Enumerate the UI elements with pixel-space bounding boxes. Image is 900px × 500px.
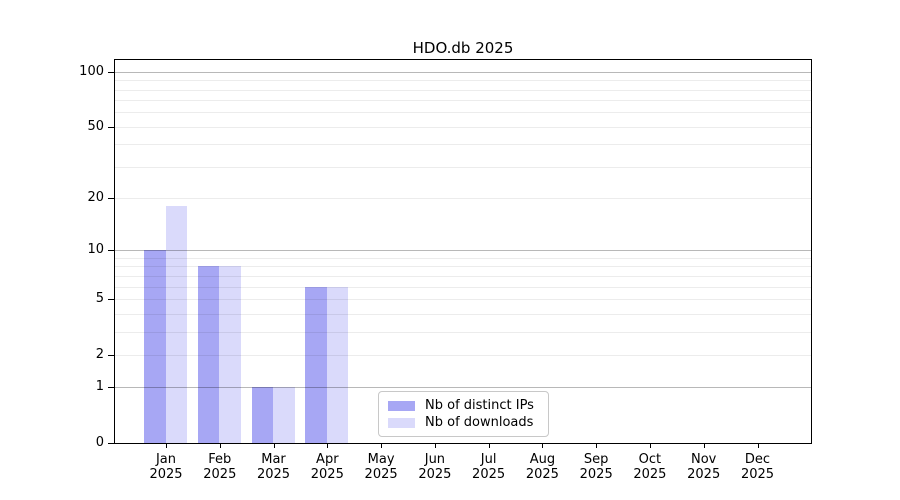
legend-label-downloads: Nb of downloads — [425, 414, 534, 430]
plot-area — [114, 59, 812, 444]
x-tick-label-jan: Jan 2025 — [149, 452, 183, 482]
y-tick-label-1: 1 — [95, 379, 104, 395]
y-tick-label-100: 100 — [79, 63, 104, 79]
x-tick-sep — [596, 444, 598, 448]
gridline-y-2 — [115, 354, 811, 356]
bar-feb-downloads — [219, 266, 241, 443]
bar-apr-downloads — [326, 286, 349, 443]
x-tick-label-feb: Feb 2025 — [203, 452, 237, 482]
bar-mar-distinct-ips — [251, 387, 273, 443]
x-tick-label-oct: Oct 2025 — [633, 452, 667, 482]
gridline-y-9 — [115, 257, 811, 259]
gridline-y-10 — [115, 250, 811, 252]
legend-swatch-distinct-ips-icon — [388, 400, 415, 411]
bar-jan-downloads — [165, 206, 187, 443]
x-tick-label-nov: Nov 2025 — [687, 452, 721, 482]
y-tick-label-5: 5 — [95, 290, 104, 306]
y-tick-label-10: 10 — [87, 242, 104, 258]
x-tick-label-dec: Dec 2025 — [740, 452, 775, 482]
x-tick-dec — [757, 444, 759, 448]
legend-swatch-downloads-icon — [388, 417, 415, 428]
x-tick-may — [381, 444, 383, 448]
gridline-y-70 — [115, 100, 811, 102]
x-tick-label-jun: Jun 2025 — [418, 452, 452, 482]
y-tick-label-20: 20 — [87, 190, 104, 206]
x-tick-label-may: May 2025 — [364, 452, 398, 482]
bar-apr-distinct-ips — [305, 286, 327, 443]
x-tick-label-sep: Sep 2025 — [579, 452, 613, 482]
y-tick-label-50: 50 — [87, 118, 104, 134]
x-tick-label-aug: Aug 2025 — [525, 452, 559, 482]
x-tick-apr — [327, 444, 329, 448]
gridline-y-4 — [115, 313, 811, 315]
legend-item-downloads: Nb of downloads — [388, 415, 539, 431]
bar-feb-distinct-ips — [197, 266, 220, 443]
gridline-y-3 — [115, 331, 811, 333]
gridline-y-50 — [115, 126, 811, 128]
x-tick-label-jul: Jul 2025 — [472, 452, 506, 482]
bar-jan-distinct-ips — [144, 250, 166, 443]
gridline-y-30 — [115, 166, 811, 168]
legend-label-distinct-ips: Nb of distinct IPs — [425, 397, 534, 413]
gridline-y-1 — [115, 387, 811, 389]
y-tick-label-0: 0 — [95, 435, 104, 450]
gridline-y-60 — [115, 112, 811, 114]
gridline-y-80 — [115, 89, 811, 91]
x-tick-feb — [219, 444, 221, 448]
x-tick-label-apr: Apr 2025 — [310, 452, 344, 482]
x-tick-aug — [542, 444, 544, 448]
grid-layer — [115, 60, 811, 443]
y-tick-label-2: 2 — [95, 346, 104, 362]
bars-layer — [115, 60, 811, 443]
legend: Nb of distinct IPs Nb of downloads — [378, 391, 549, 437]
x-tick-nov — [703, 444, 705, 448]
gridline-y-100 — [115, 71, 811, 73]
gridline-y-90 — [115, 80, 811, 82]
chart-title: HDO.db 2025 — [412, 39, 514, 57]
bar-mar-downloads — [273, 387, 295, 443]
gridline-y-20 — [115, 198, 811, 200]
gridline-y-5 — [115, 298, 811, 300]
x-tick-mar — [273, 444, 275, 448]
legend-item-distinct-ips: Nb of distinct IPs — [388, 398, 539, 414]
x-tick-oct — [649, 444, 651, 448]
x-tick-jul — [488, 444, 490, 448]
x-tick-label-mar: Mar 2025 — [256, 452, 291, 482]
gridline-y-8 — [115, 266, 811, 268]
gridline-y-6 — [115, 286, 811, 288]
gridline-y-40 — [115, 144, 811, 146]
x-tick-jun — [434, 444, 436, 448]
x-tick-jan — [166, 444, 167, 448]
gridline-y-7 — [115, 275, 811, 277]
